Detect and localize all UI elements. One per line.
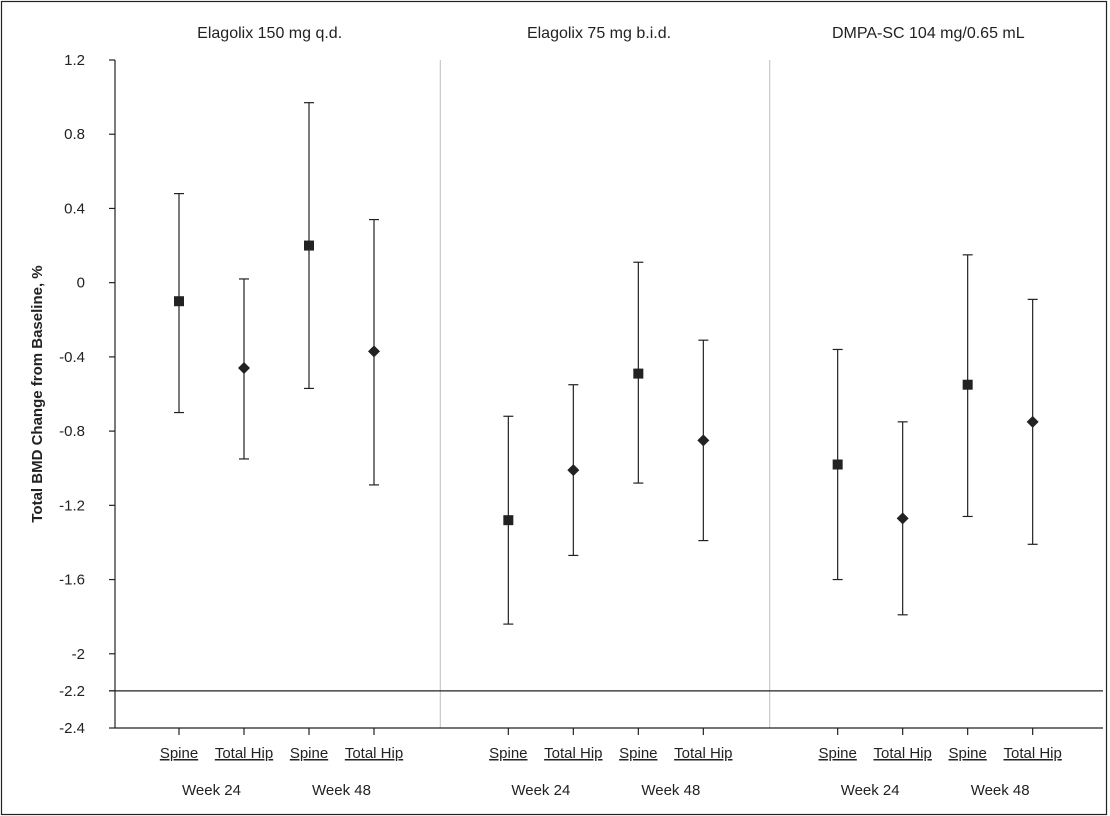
- spine-marker: [503, 515, 514, 526]
- y-tick-label: 0.4: [64, 200, 85, 217]
- panel-title: DMPA-SC 104 mg/0.65 mL: [832, 25, 1025, 42]
- spine-marker: [304, 240, 314, 251]
- x-category-label: Spine: [619, 745, 657, 762]
- x-group-label: Week 24: [511, 782, 570, 799]
- x-category-label: Spine: [489, 745, 527, 762]
- y-tick-label: -2.4: [59, 720, 85, 737]
- x-category-label: Total Hip: [873, 745, 931, 762]
- x-group-label: Week 24: [841, 782, 900, 799]
- y-tick-label: -2.2: [59, 683, 85, 700]
- x-category-label: Spine: [948, 745, 986, 762]
- panel-title: Elagolix 75 mg b.i.d.: [527, 25, 671, 42]
- spine-marker: [832, 459, 843, 470]
- spine-marker: [174, 296, 184, 307]
- x-category-label: Total Hip: [674, 745, 732, 762]
- x-category-label: Spine: [290, 745, 328, 762]
- total-hip-marker: [1026, 415, 1039, 428]
- x-category-label: Total Hip: [544, 745, 602, 762]
- total-hip-marker: [697, 434, 710, 447]
- total-hip-marker: [368, 345, 380, 358]
- total-hip-marker: [896, 512, 909, 525]
- x-category-label: Total Hip: [345, 745, 403, 762]
- y-tick-label: 0: [77, 275, 85, 292]
- y-tick-label: 1.2: [64, 52, 85, 69]
- x-category-label: Total Hip: [215, 745, 273, 762]
- x-group-label: Week 48: [641, 782, 700, 799]
- y-tick-label: -2: [72, 646, 85, 663]
- x-category-label: Spine: [818, 745, 856, 762]
- y-tick-label: -1.2: [59, 497, 85, 514]
- total-hip-marker: [567, 464, 580, 477]
- x-category-label: Spine: [160, 745, 198, 762]
- y-tick-label: 0.8: [64, 126, 85, 143]
- spine-marker: [962, 379, 973, 390]
- x-group-label: Week 24: [182, 782, 241, 799]
- x-group-label: Week 48: [971, 782, 1030, 799]
- x-category-label: Total Hip: [1003, 745, 1061, 762]
- y-tick-label: -1.6: [59, 572, 85, 589]
- y-axis-title: Total BMD Change from Baseline, %: [29, 265, 46, 522]
- y-tick-label: -0.8: [59, 423, 85, 440]
- total-hip-marker: [238, 362, 250, 375]
- x-group-label: Week 48: [312, 782, 371, 799]
- spine-marker: [633, 368, 644, 379]
- panel-title: Elagolix 150 mg q.d.: [197, 25, 342, 42]
- y-tick-label: -0.4: [59, 349, 85, 366]
